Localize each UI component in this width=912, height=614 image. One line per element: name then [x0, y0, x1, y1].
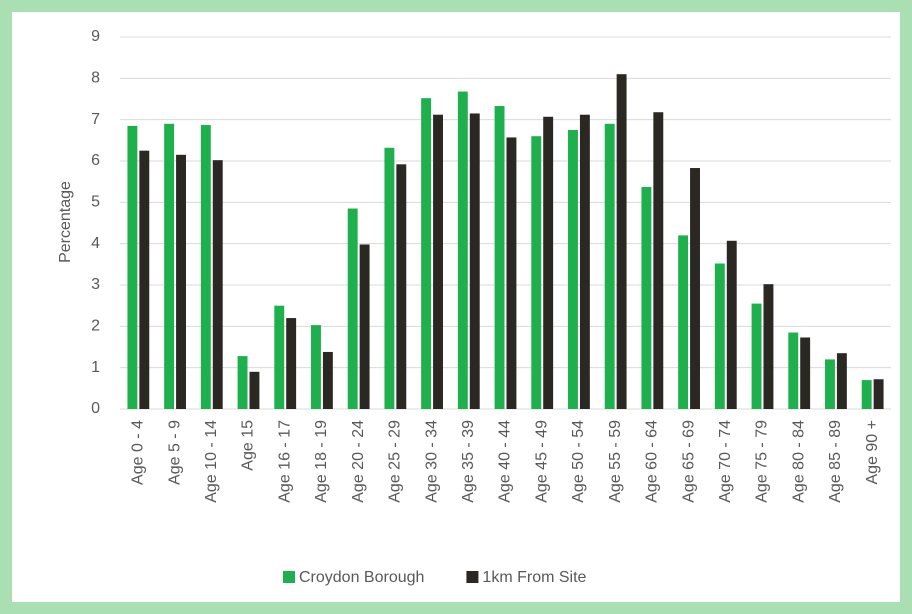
x-tick-label: Age 65 - 69: [680, 420, 697, 503]
legend-label: Croydon Borough: [299, 569, 424, 586]
bar: [311, 325, 321, 409]
bar: [494, 106, 505, 409]
y-tick-label: 5: [91, 194, 100, 211]
x-tick-label: Age 85 - 89: [827, 420, 844, 503]
x-tick-label: Age 5 - 9: [166, 420, 183, 485]
x-tick-label: Age 80 - 84: [790, 420, 807, 503]
x-tick-label: Age 75 - 79: [754, 420, 771, 503]
bar: [788, 332, 799, 409]
x-tick-label: Age 70 - 74: [717, 420, 734, 503]
bar: [568, 130, 578, 409]
x-tick-label: Age 55 - 59: [607, 420, 624, 503]
bar: [359, 244, 370, 409]
bar: [861, 380, 872, 409]
x-tick-label: Age 16 - 17: [276, 420, 293, 503]
bar: [127, 125, 138, 409]
y-tick-label: 4: [91, 235, 100, 252]
y-tick-label: 9: [91, 28, 100, 45]
bar: [347, 208, 358, 409]
x-tick-label: Age 50 - 54: [570, 420, 587, 503]
bar: [249, 371, 260, 409]
bar: [579, 114, 590, 409]
bar: [836, 353, 847, 409]
x-tick-label: Age 10 - 14: [203, 420, 220, 503]
y-axis-label: Percentage: [57, 181, 74, 263]
x-tick-label: Age 18 - 19: [313, 420, 330, 503]
bar: [726, 240, 737, 409]
bar: [384, 147, 395, 410]
x-tick-label: Age 20 - 24: [350, 420, 367, 503]
bar: [274, 305, 285, 409]
bar: [604, 123, 615, 410]
bar: [433, 114, 443, 409]
bar: [714, 263, 725, 409]
x-tick-label: Age 15: [240, 420, 257, 471]
x-tick-label: Age 30 - 34: [423, 420, 440, 503]
x-tick-label: Age 40 - 44: [497, 420, 514, 503]
bar: [139, 150, 150, 409]
bar: [212, 160, 223, 409]
bar: [506, 137, 517, 409]
bar: [322, 351, 333, 409]
bar: [825, 359, 835, 409]
y-tick-label: 1: [91, 359, 100, 376]
x-tick-label: Age 45 - 49: [533, 420, 550, 503]
bar: [176, 154, 186, 409]
bar: [396, 164, 407, 409]
x-tick-label: Age 35 - 39: [460, 420, 477, 503]
bar: [678, 235, 689, 409]
y-tick-label: 0: [91, 400, 100, 417]
y-tick-label: 3: [91, 276, 100, 293]
bar: [543, 116, 554, 410]
bar: [641, 187, 652, 409]
x-tick-label: Age 25 - 29: [387, 420, 404, 503]
bar: [531, 136, 542, 409]
x-tick-label: Age 60 - 64: [644, 420, 661, 503]
bar: [800, 337, 811, 409]
bar: [286, 318, 297, 409]
legend-swatch: [283, 571, 295, 583]
bar: [421, 98, 432, 409]
bar: [653, 112, 664, 409]
bar: [873, 379, 884, 409]
bar: [690, 168, 700, 409]
y-tick-label: 2: [91, 318, 100, 335]
bar: [469, 113, 480, 409]
legend-swatch: [466, 571, 479, 583]
bar: [237, 356, 248, 409]
x-tick-label: Age 90 +: [864, 420, 881, 485]
y-tick-label: 7: [91, 111, 100, 128]
y-tick-label: 6: [91, 152, 100, 169]
bar: [457, 91, 468, 409]
bar: [200, 125, 211, 409]
bar: [164, 123, 175, 410]
bar: [751, 303, 762, 409]
y-tick-label: 8: [91, 70, 100, 87]
x-tick-label: Age 0 - 4: [130, 420, 147, 485]
legend-label: 1km From Site: [482, 569, 586, 586]
bar: [616, 74, 627, 409]
bar: [763, 284, 774, 409]
